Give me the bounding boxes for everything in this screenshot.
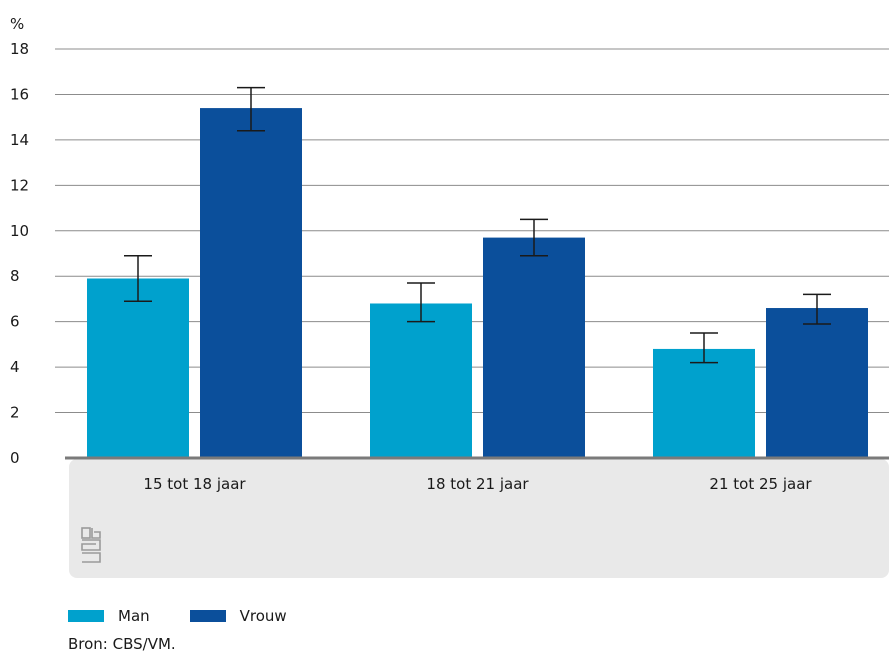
legend-swatch-vrouw bbox=[189, 610, 226, 622]
legend-label-vrouw: Vrouw bbox=[239, 607, 287, 625]
error-bar bbox=[124, 255, 152, 302]
bar-vrouw-2 bbox=[766, 308, 868, 458]
y-tick-label: 12 bbox=[10, 176, 29, 194]
legend-item-man: Man bbox=[68, 607, 150, 625]
bar-vrouw-1 bbox=[483, 237, 585, 458]
y-tick-label: 10 bbox=[10, 222, 29, 240]
y-tick-label: 2 bbox=[10, 404, 20, 422]
y-tick-label: 14 bbox=[10, 131, 29, 149]
category-axis-panel bbox=[69, 459, 889, 578]
bar-man-1 bbox=[370, 303, 472, 458]
legend-swatch-man bbox=[68, 610, 104, 622]
category-labels: 15 tot 18 jaar 18 tot 21 jaar 21 tot 25 ja… bbox=[143, 475, 812, 493]
y-axis-unit: % bbox=[10, 15, 24, 33]
bars bbox=[87, 108, 868, 459]
y-axis-ticks: 0 2 4 6 8 10 12 14 16 18 bbox=[10, 40, 29, 467]
legend-item-vrouw: Vrouw bbox=[189, 607, 287, 625]
source-note: Bron: CBS/VM. bbox=[68, 635, 176, 653]
y-tick-label: 0 bbox=[10, 449, 20, 467]
y-tick-label: 8 bbox=[10, 267, 20, 285]
error-bar bbox=[407, 282, 435, 323]
bar-vrouw-0 bbox=[200, 108, 302, 459]
y-tick-label: 4 bbox=[10, 358, 20, 376]
error-bar bbox=[803, 293, 831, 325]
y-tick-label: 16 bbox=[10, 85, 29, 103]
error-bar bbox=[690, 332, 718, 364]
category-label: 21 tot 25 jaar bbox=[709, 475, 812, 493]
bar-man-2 bbox=[653, 348, 755, 458]
legend-label-man: Man bbox=[118, 607, 150, 625]
category-label: 15 tot 18 jaar bbox=[143, 475, 246, 493]
category-label: 18 tot 21 jaar bbox=[426, 475, 529, 493]
error-bars bbox=[124, 86, 831, 364]
error-bar bbox=[520, 218, 548, 257]
legend: Man Vrouw bbox=[68, 607, 327, 625]
y-tick-label: 18 bbox=[10, 40, 29, 58]
y-tick-label: 6 bbox=[10, 313, 20, 331]
bar-man-0 bbox=[87, 278, 189, 458]
error-bar bbox=[237, 86, 265, 132]
cbs-logo-icon bbox=[81, 527, 101, 563]
